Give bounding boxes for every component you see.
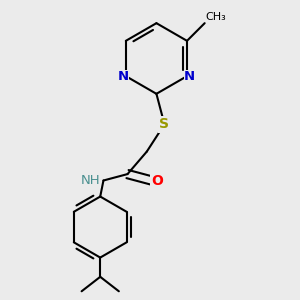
Text: CH₃: CH₃ [205, 12, 226, 22]
Text: NH: NH [81, 174, 100, 187]
Text: S: S [159, 117, 170, 131]
Text: N: N [184, 70, 195, 83]
Text: O: O [152, 173, 163, 188]
Text: N: N [118, 70, 129, 83]
